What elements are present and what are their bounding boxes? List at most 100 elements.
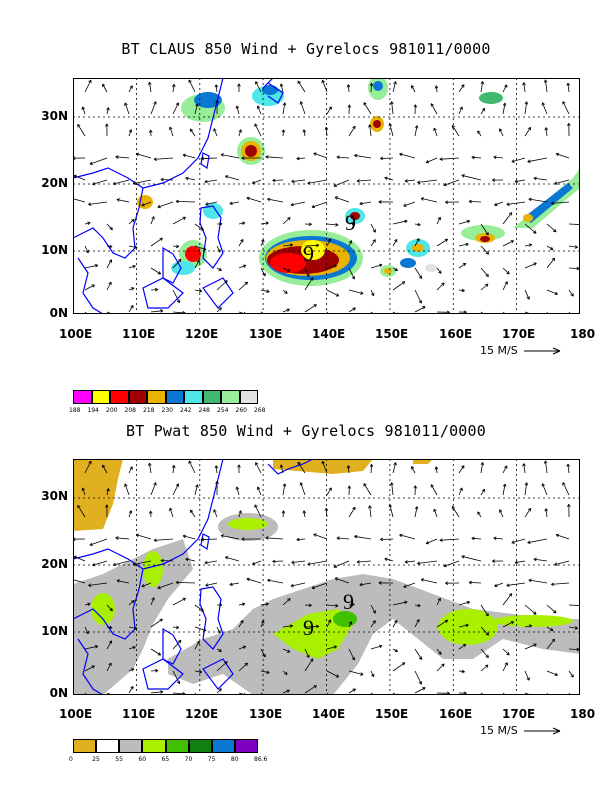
wind-arrow-head bbox=[310, 658, 314, 662]
wind-arrow-head bbox=[313, 152, 317, 156]
wind-arrow-head bbox=[481, 107, 486, 112]
wind-arrow bbox=[370, 645, 383, 650]
wind-arrow-head bbox=[394, 267, 398, 271]
wind-arrow-head bbox=[157, 585, 161, 590]
wind-arrow bbox=[333, 560, 350, 568]
wind-arrow-head bbox=[306, 654, 310, 658]
wind-arrow bbox=[322, 461, 328, 474]
wind-arrow-head bbox=[160, 309, 164, 313]
wind-arrow bbox=[511, 538, 526, 544]
wind-arrow bbox=[282, 598, 291, 606]
wind-arrow bbox=[150, 289, 158, 291]
wind-arrow-head bbox=[544, 508, 548, 512]
wind-arrow-head bbox=[116, 198, 120, 202]
wind-arrow bbox=[436, 217, 441, 225]
wind-arrow bbox=[267, 579, 284, 584]
panel1-colorbar-label: 218 bbox=[143, 407, 155, 414]
wind-arrow bbox=[348, 506, 356, 518]
panel2-lon-label: 130E bbox=[249, 707, 283, 721]
wind-arrow bbox=[443, 560, 460, 567]
wind-arrow-head bbox=[485, 273, 489, 277]
wind-arrow-head bbox=[352, 506, 356, 511]
wind-arrow bbox=[480, 604, 489, 617]
panel1-lat-label: 10N bbox=[41, 243, 68, 257]
wind-arrow-head bbox=[334, 196, 339, 200]
wind-arrow bbox=[524, 289, 530, 300]
wind-arrow-head bbox=[205, 202, 209, 206]
wind-arrow-head bbox=[159, 237, 163, 241]
wind-arrow-head bbox=[148, 510, 153, 514]
wind-arrow-head bbox=[528, 243, 533, 247]
wind-arrow-head bbox=[281, 510, 286, 514]
wind-arrow bbox=[216, 280, 228, 291]
wind-arrow bbox=[430, 103, 438, 115]
wind-arrow bbox=[435, 85, 438, 93]
wind-arrow bbox=[468, 201, 482, 203]
wind-arrow-head bbox=[494, 583, 498, 588]
wind-arrow bbox=[182, 154, 196, 159]
wind-arrow bbox=[480, 81, 484, 93]
wind-arrow bbox=[458, 262, 467, 269]
wind-arrow bbox=[303, 129, 306, 137]
wind-arrow bbox=[363, 483, 372, 496]
panel1-colorbar-swatch bbox=[184, 390, 203, 404]
wind-arrow bbox=[425, 157, 438, 163]
wind-arrow-head bbox=[148, 462, 152, 467]
wind-arrow-head bbox=[511, 159, 515, 163]
wind-arrow-head bbox=[459, 487, 463, 491]
wind-arrow bbox=[115, 156, 130, 159]
wind-arrow-head bbox=[485, 283, 489, 287]
wind-arrow-head bbox=[214, 84, 219, 88]
wind-arrow bbox=[282, 483, 286, 496]
wind-arrow bbox=[458, 670, 465, 673]
wind-arrow-head bbox=[418, 656, 423, 660]
wind-arrow bbox=[150, 237, 163, 247]
wind-arrow-head bbox=[522, 463, 526, 467]
panel2-colorbar-label: 0 bbox=[69, 756, 73, 763]
wind-arrow-head bbox=[444, 238, 449, 242]
wind-arrow-head bbox=[316, 243, 320, 248]
wind-arrow bbox=[542, 483, 548, 496]
wind-arrow bbox=[414, 223, 421, 226]
wind-arrow bbox=[84, 665, 95, 672]
wind-arrow-head bbox=[302, 510, 307, 514]
wind-arrow bbox=[128, 646, 136, 650]
panel2-title: BT Pwat 850 Wind + Gyrelocs 981011/0000 bbox=[126, 422, 486, 440]
wind-arrow bbox=[84, 284, 95, 291]
wind-arrow bbox=[414, 604, 421, 607]
wind-arrow bbox=[300, 482, 306, 496]
wind-arrow bbox=[89, 157, 108, 165]
wind-arrow-head bbox=[485, 654, 489, 658]
wind-arrow bbox=[282, 625, 293, 628]
wind-arrow-head bbox=[466, 219, 471, 224]
panel2-colorbar-label: 60 bbox=[138, 756, 147, 763]
wind-arrow-head bbox=[417, 603, 421, 608]
wind-arrow-head bbox=[176, 299, 181, 304]
wind-arrow-head bbox=[543, 79, 548, 83]
wind-arrow bbox=[439, 538, 460, 541]
wind-arrow bbox=[370, 464, 372, 474]
wind-arrow-head bbox=[130, 668, 135, 672]
wind-arrow-head bbox=[417, 222, 421, 227]
wind-arrow-head bbox=[89, 542, 93, 546]
wind-arrow bbox=[506, 201, 526, 205]
wind-arrow-head bbox=[506, 583, 510, 587]
wind-arrow-head bbox=[549, 627, 554, 632]
panel1-lon-label: 100E bbox=[59, 327, 93, 341]
wind-arrow-head bbox=[451, 505, 455, 510]
wind-arrow-head bbox=[153, 101, 157, 105]
panel1-lon-label: 110E bbox=[122, 327, 156, 341]
wind-arrow-head bbox=[241, 537, 245, 541]
wind-arrow-head bbox=[335, 293, 340, 297]
wind-arrow bbox=[411, 466, 416, 474]
wind-arrow-head bbox=[219, 222, 223, 226]
wind-arrow bbox=[348, 603, 355, 606]
wind-arrow-head bbox=[238, 510, 242, 514]
wind-arrow bbox=[370, 223, 376, 233]
wind-arrow-head bbox=[551, 201, 555, 205]
wind-arrow-head bbox=[438, 651, 442, 655]
wind-arrow bbox=[392, 620, 398, 628]
wind-arrow bbox=[182, 535, 196, 540]
wind-arrow bbox=[194, 245, 207, 250]
wind-arrow bbox=[282, 670, 288, 675]
